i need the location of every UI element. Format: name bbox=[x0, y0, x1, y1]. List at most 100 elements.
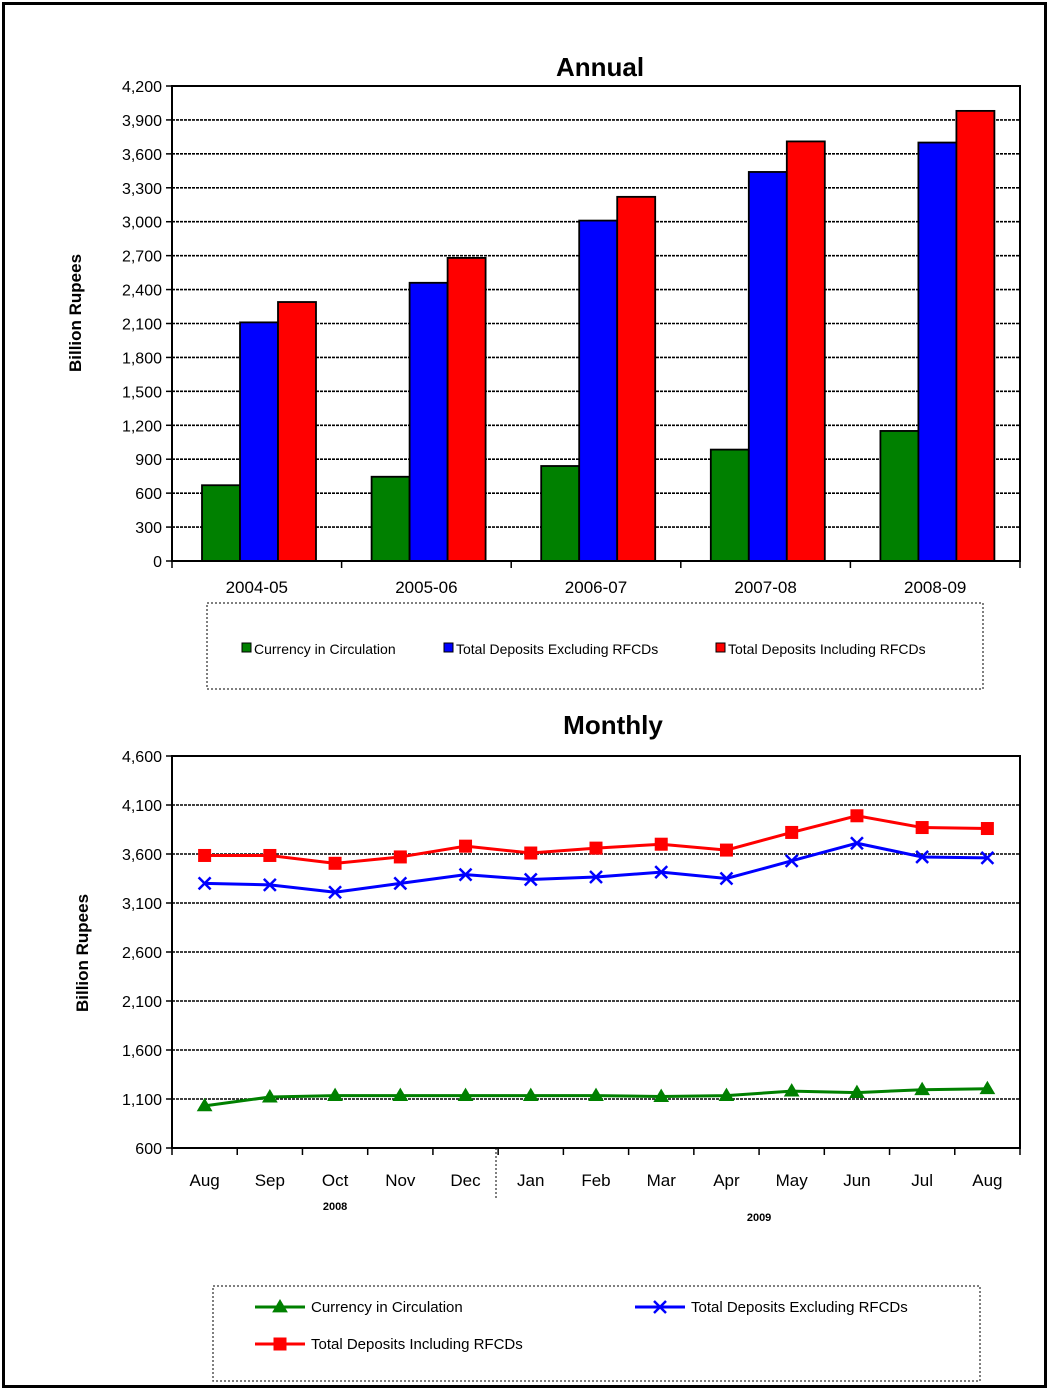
monthly-point bbox=[849, 1084, 865, 1099]
monthly-point-stroke bbox=[328, 885, 342, 900]
monthly-point-stroke bbox=[262, 877, 277, 892]
monthly-gridlines bbox=[172, 804, 1020, 1100]
annual-x-ticks: 2004-05 2005-06 2006-07 2007-08 2008-09 bbox=[171, 561, 1021, 597]
annual-bar bbox=[917, 141, 958, 562]
annual-x-tick-label: 2007-08 bbox=[734, 578, 796, 597]
annual-y-tick-label: 2,400 bbox=[122, 283, 162, 300]
annual-x-tick-label: 2005-06 bbox=[395, 578, 457, 597]
annual-bar bbox=[239, 321, 279, 562]
monthly-x-tick-label: Aug bbox=[189, 1171, 219, 1190]
annual-y-tick-label: 2,700 bbox=[122, 249, 162, 266]
monthly-point bbox=[261, 1089, 278, 1103]
monthly-x-tick-label: Aug bbox=[972, 1171, 1002, 1190]
monthly-point bbox=[718, 1087, 735, 1101]
monthly-point bbox=[393, 850, 407, 864]
monthly-point bbox=[783, 1083, 800, 1097]
annual-bar bbox=[616, 195, 657, 562]
annual-bar bbox=[540, 465, 581, 562]
monthly-point bbox=[980, 851, 995, 865]
monthly-point-stroke bbox=[197, 876, 212, 891]
monthly-point bbox=[196, 1097, 213, 1112]
annual-y-tick-label: 1,800 bbox=[122, 350, 162, 367]
monthly-point-stroke bbox=[719, 871, 734, 886]
annual-y-tick-label: 1,200 bbox=[122, 418, 162, 435]
monthly-chart: Monthly Billion Rupees 600 1,100 1,600 2,10… bbox=[73, 710, 1021, 1382]
monthly-point bbox=[589, 870, 603, 884]
monthly-legend-marker bbox=[272, 1299, 288, 1313]
annual-legend-label: Total Deposits Including RFCDs bbox=[728, 641, 926, 657]
monthly-point bbox=[719, 843, 733, 857]
monthly-point bbox=[263, 848, 277, 862]
monthly-x-tick-label: May bbox=[776, 1171, 809, 1190]
annual-chart: Annual Billion Rupees 0 300 600 900 1,200 1,5… bbox=[66, 52, 1021, 690]
annual-y-tick-label: 1,500 bbox=[122, 384, 162, 401]
annual-y-ticks: 0 300 600 900 1,200 1,500 1,800 2,100 2,400 2,700… bbox=[122, 79, 172, 571]
monthly-point bbox=[850, 836, 864, 851]
monthly-point bbox=[459, 839, 473, 853]
monthly-point bbox=[979, 1080, 996, 1095]
monthly-point bbox=[524, 846, 538, 860]
monthly-legend: Currency in Circulation Total Deposits Ex… bbox=[212, 1285, 981, 1382]
monthly-point bbox=[197, 876, 212, 891]
monthly-y-tick-label: 1,100 bbox=[122, 1092, 162, 1109]
monthly-point bbox=[915, 821, 929, 835]
monthly-year-label: 2009 bbox=[747, 1212, 771, 1224]
monthly-legend-label: Currency in Circulation bbox=[311, 1299, 463, 1316]
monthly-point-stroke bbox=[850, 836, 864, 851]
monthly-point bbox=[653, 1088, 670, 1102]
monthly-point-stroke bbox=[980, 851, 995, 865]
annual-y-tick-label: 600 bbox=[135, 486, 162, 503]
monthly-point-stroke bbox=[393, 876, 408, 891]
monthly-point-stroke bbox=[589, 870, 603, 884]
monthly-y-tick-label: 4,100 bbox=[122, 798, 162, 815]
annual-bar bbox=[578, 219, 619, 562]
annual-y-tick-label: 900 bbox=[135, 452, 162, 469]
monthly-x-tick-label: Sep bbox=[255, 1171, 285, 1190]
monthly-point bbox=[914, 1081, 931, 1096]
annual-bar bbox=[446, 257, 487, 562]
monthly-y-tick-label: 4,600 bbox=[122, 749, 162, 766]
monthly-point bbox=[589, 841, 603, 855]
annual-bar bbox=[955, 109, 996, 562]
monthly-legend-label: Total Deposits Excluding RFCDs bbox=[691, 1299, 908, 1316]
annual-legend-label: Currency in Circulation bbox=[254, 641, 396, 657]
annual-bar bbox=[709, 448, 750, 562]
annual-bar bbox=[408, 281, 449, 562]
monthly-y-tick-label: 3,100 bbox=[122, 896, 162, 913]
monthly-point bbox=[328, 885, 342, 900]
monthly-point bbox=[915, 850, 930, 864]
annual-bar bbox=[370, 475, 411, 562]
monthly-point bbox=[719, 871, 734, 886]
monthly-year-label: 2008 bbox=[323, 1201, 347, 1213]
monthly-point bbox=[588, 1087, 604, 1101]
monthly-point bbox=[784, 853, 799, 868]
annual-bar bbox=[747, 171, 788, 562]
monthly-point-stroke bbox=[458, 867, 473, 882]
monthly-point-stroke bbox=[523, 872, 538, 887]
monthly-point bbox=[262, 877, 277, 892]
annual-y-tick-label: 0 bbox=[153, 554, 162, 571]
annual-bar bbox=[201, 484, 241, 562]
monthly-point-stroke bbox=[654, 865, 669, 880]
annual-y-tick-label: 4,200 bbox=[122, 79, 162, 96]
annual-x-tick-label: 2008-09 bbox=[904, 578, 966, 597]
monthly-point bbox=[850, 809, 864, 823]
monthly-legend-box bbox=[212, 1285, 981, 1382]
annual-legend-box bbox=[206, 602, 984, 690]
monthly-x-ticks: Aug Sep Oct Nov Dec Jan Feb Mar Apr May Jun Jul Aug 2… bbox=[171, 1148, 1021, 1224]
annual-y-tick-label: 300 bbox=[135, 520, 162, 537]
annual-legend-label: Total Deposits Excluding RFCDs bbox=[456, 641, 658, 657]
monthly-x-tick-label: Jul bbox=[911, 1171, 933, 1190]
monthly-point bbox=[457, 1087, 474, 1101]
annual-y-tick-label: 3,300 bbox=[122, 181, 162, 198]
monthly-point bbox=[392, 1087, 409, 1101]
annual-legend-swatch bbox=[715, 642, 726, 653]
monthly-series bbox=[196, 809, 996, 1112]
monthly-y-axis-label: Billion Rupees bbox=[73, 894, 92, 1012]
annual-legend-swatch bbox=[241, 642, 252, 653]
monthly-point bbox=[654, 865, 669, 880]
monthly-point bbox=[523, 872, 538, 887]
monthly-y-tick-label: 2,600 bbox=[122, 945, 162, 962]
monthly-point bbox=[458, 867, 473, 882]
